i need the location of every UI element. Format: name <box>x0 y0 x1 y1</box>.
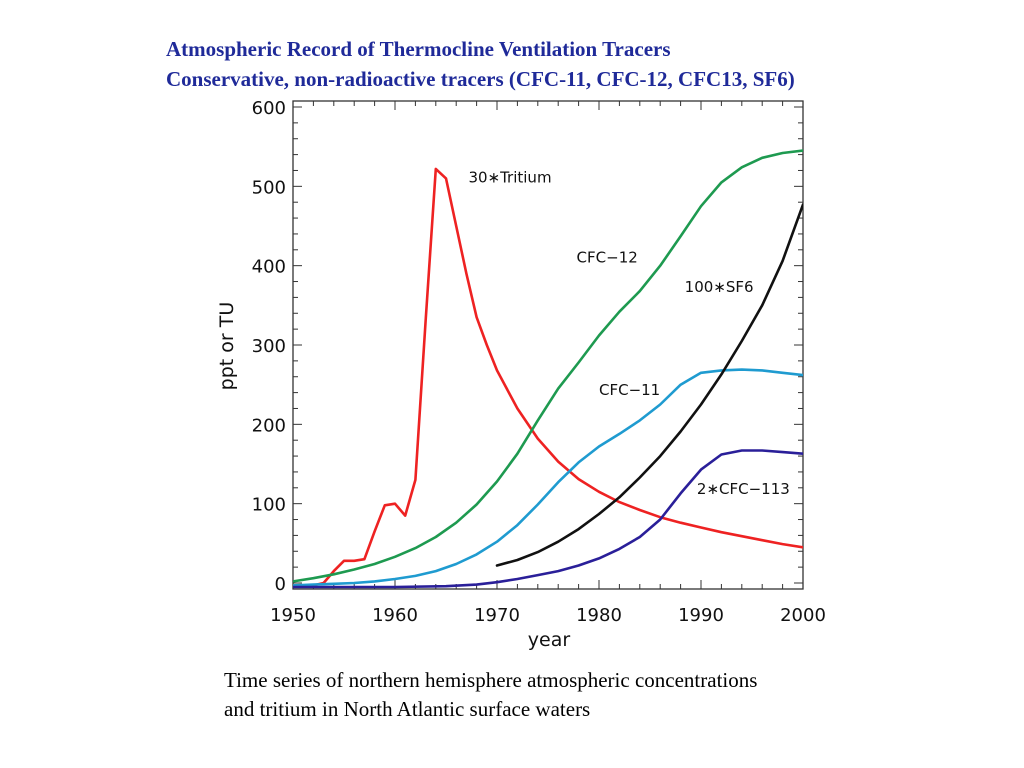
y-axis-label: ppt or TU <box>216 302 238 391</box>
curve-label-cfc-11: CFC−11 <box>599 381 660 399</box>
slide-title-line-1: Atmospheric Record of Thermocline Ventil… <box>166 37 671 61</box>
y-tick-label: 600 <box>252 98 286 119</box>
y-tick-label: 400 <box>252 257 286 278</box>
slide-title-line-2: Conservative, non-radioactive tracers (C… <box>166 67 795 91</box>
curve-label-2-cfc-113: 2∗CFC−113 <box>697 480 790 498</box>
curve-labels: 30∗Tritium CFC−12 100∗SF6 CFC−11 2∗CFC−113 <box>468 168 789 498</box>
caption-line-2: and tritium in North Atlantic surface wa… <box>224 697 591 721</box>
y-tick-label: 500 <box>252 177 286 198</box>
x-tick-label: 1960 <box>372 605 418 626</box>
series-lines <box>293 149 803 589</box>
series-line-cfc-11 <box>293 368 803 587</box>
series-line-cfc-12 <box>293 149 803 583</box>
curve-label-cfc-12: CFC−12 <box>577 248 638 266</box>
x-tick-label: 1980 <box>576 605 622 626</box>
series-line-2-cfc-113 <box>293 449 803 589</box>
figure-caption: Time series of northern hemisphere atmos… <box>224 666 944 724</box>
slide-title: Atmospheric Record of Thermocline Ventil… <box>166 34 1006 94</box>
x-tick-label: 2000 <box>780 605 826 626</box>
caption-line-1: Time series of northern hemisphere atmos… <box>224 668 758 692</box>
curve-label-100-sf6: 100∗SF6 <box>685 278 754 296</box>
y-tick-label: 100 <box>252 495 286 516</box>
y-tick-label: 200 <box>252 415 286 436</box>
x-tick-label: 1990 <box>678 605 724 626</box>
x-axis-label: year <box>528 629 571 651</box>
y-tick-label: 0 <box>275 574 286 595</box>
curve-label-30-tritium: 30∗Tritium <box>468 168 551 186</box>
x-tick-label: 1950 <box>270 605 316 626</box>
x-tick-label: 1970 <box>474 605 520 626</box>
axis-ticks: 1950 1960 1970 1980 1990 2000 0 100 200 300 400 500… <box>252 98 826 626</box>
y-tick-label: 300 <box>252 336 286 357</box>
series-line-100-sf6 <box>495 203 803 567</box>
series-line-30-tritium <box>293 167 803 587</box>
